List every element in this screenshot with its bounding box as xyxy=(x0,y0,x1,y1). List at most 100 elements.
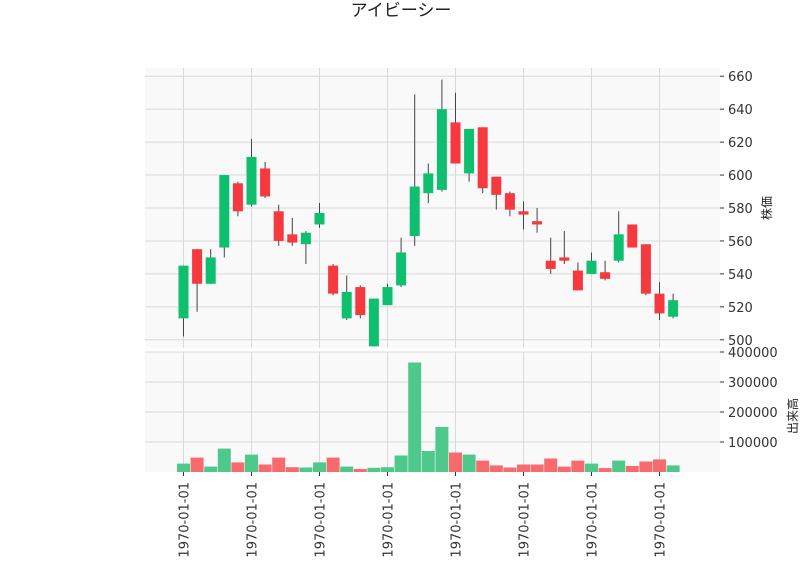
price-panel: 500 520 540 560 580 600 620 640 660 株価 xyxy=(145,68,774,349)
candle xyxy=(491,176,502,210)
volume-bars xyxy=(177,362,680,472)
candle-body-down xyxy=(559,257,570,261)
candle xyxy=(654,282,665,320)
candle-body-down xyxy=(491,176,502,195)
volume-bar-up xyxy=(340,466,354,472)
volume-bar-up xyxy=(217,448,231,472)
candle xyxy=(205,249,216,284)
candle xyxy=(559,231,570,264)
candle xyxy=(532,208,543,233)
candle xyxy=(518,201,529,230)
candle-body-up xyxy=(464,128,475,174)
volume-bar-up xyxy=(435,427,449,472)
candle-body-down xyxy=(192,249,203,284)
candle-body-down xyxy=(450,122,461,164)
candle-body-down xyxy=(518,211,529,215)
candle-body-up xyxy=(668,300,679,317)
chart-title: アイビーシー xyxy=(351,1,452,21)
candle xyxy=(287,217,298,246)
candle xyxy=(572,262,583,291)
volume-tick-label: 300000 xyxy=(728,376,778,391)
candle xyxy=(300,231,311,264)
candle-body-down xyxy=(640,244,651,294)
volume-tick-label: 200000 xyxy=(728,406,778,421)
candle xyxy=(545,237,556,274)
volume-bar-down xyxy=(625,466,639,472)
candle xyxy=(382,283,393,306)
price-tick-label: 500 xyxy=(728,334,753,349)
candle xyxy=(396,237,407,288)
candle-body-down xyxy=(273,211,284,241)
volume-bar-down xyxy=(639,461,653,472)
volume-bar-up xyxy=(245,454,258,472)
volume-bar-up xyxy=(313,462,326,472)
x-tick-label: 1970-01-01 xyxy=(654,482,669,558)
candle-body-up xyxy=(613,234,624,261)
candle-body-up xyxy=(341,292,352,319)
candle xyxy=(423,163,434,204)
volume-bar-down xyxy=(476,460,490,472)
candle-body-down xyxy=(260,168,271,197)
candle-body-down xyxy=(504,193,515,210)
candle-body-down xyxy=(572,270,583,291)
candle xyxy=(436,79,447,192)
price-tick-label: 660 xyxy=(728,70,753,85)
volume-bar-down xyxy=(353,469,367,472)
candle xyxy=(178,265,189,337)
candle xyxy=(246,138,257,207)
price-tick-label: 620 xyxy=(728,136,753,151)
volume-bar-down xyxy=(544,458,558,472)
price-y-ticks: 500 520 540 560 580 600 620 640 660 xyxy=(720,70,753,349)
candle xyxy=(464,128,475,182)
volume-bar-down xyxy=(326,457,340,472)
volume-tick-label: 400000 xyxy=(728,346,778,361)
volume-bar-up xyxy=(408,362,422,472)
x-tick-label: 1970-01-01 xyxy=(246,482,261,558)
candle xyxy=(341,275,352,320)
volume-bar-down xyxy=(557,466,571,472)
candle-body-up xyxy=(178,265,189,319)
candle-body-up xyxy=(246,156,257,205)
x-tick-label: 1970-01-01 xyxy=(450,482,465,558)
volume-bar-down xyxy=(489,465,503,472)
volume-grid xyxy=(145,351,720,472)
volume-tick-label: 100000 xyxy=(728,436,778,451)
volume-bar-down xyxy=(258,464,272,472)
candle-body-up xyxy=(300,232,311,245)
candle-body-up xyxy=(205,257,216,284)
candle-body-up xyxy=(409,186,420,236)
volume-bar-down xyxy=(503,467,517,472)
volume-panel: 100000 200000 300000 400000 出来高 xyxy=(145,346,800,472)
volume-bar-down xyxy=(285,467,299,472)
candle xyxy=(314,203,325,228)
candle-body-up xyxy=(586,260,597,274)
volume-bar-up xyxy=(585,463,598,472)
candle-body-down xyxy=(232,183,243,212)
volume-bar-up xyxy=(462,454,476,472)
x-tick-label: 1970-01-01 xyxy=(178,482,193,558)
price-tick-label: 540 xyxy=(728,268,753,283)
candle xyxy=(586,252,597,274)
price-tick-label: 580 xyxy=(728,202,753,217)
volume-bar-up xyxy=(394,455,408,472)
candle xyxy=(477,127,488,194)
candle-body-down xyxy=(532,221,543,225)
volume-bar-down xyxy=(190,457,204,472)
candle xyxy=(613,211,624,263)
x-tick-label: 1970-01-01 xyxy=(518,482,533,558)
candle xyxy=(627,224,638,248)
price-tick-label: 520 xyxy=(728,301,753,316)
volume-bar-up xyxy=(367,467,381,472)
volume-y-label: 出来高 xyxy=(785,398,800,434)
candle-body-down xyxy=(287,234,298,243)
volume-bar-up xyxy=(299,467,313,472)
candle-body-up xyxy=(396,252,407,286)
volume-bar-up xyxy=(666,465,680,472)
candle xyxy=(409,94,420,246)
price-tick-label: 640 xyxy=(728,103,753,118)
price-tick-label: 600 xyxy=(728,169,753,184)
volume-bar-down xyxy=(598,468,612,472)
candle xyxy=(232,181,243,217)
price-tick-label: 560 xyxy=(728,235,753,250)
